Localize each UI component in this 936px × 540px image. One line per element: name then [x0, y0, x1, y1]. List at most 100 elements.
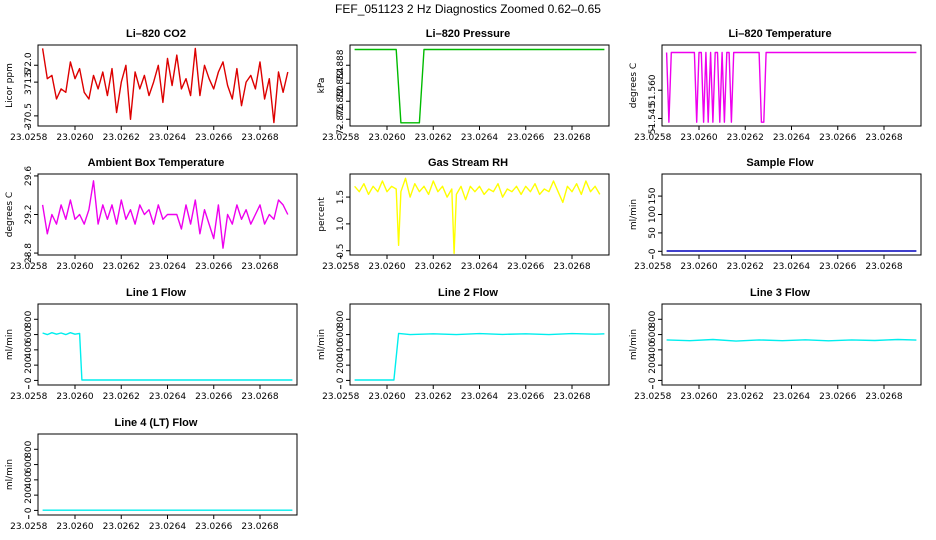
x-tick-label: 23.0258 — [10, 133, 47, 143]
plot-frame — [349, 44, 610, 127]
chart-title: Line 4 (LT) Flow — [114, 417, 198, 429]
x-tick-label: 23.0258 — [322, 262, 359, 272]
x-tick-label: 23.0262 — [415, 262, 452, 272]
x-tick-label: 23.0266 — [195, 392, 232, 402]
x-tick-label: 23.0260 — [368, 392, 405, 402]
x-tick-label: 23.0264 — [461, 392, 498, 402]
y-tick-label: 200 — [24, 356, 34, 373]
x-tick-label: 23.0258 — [634, 392, 671, 402]
line1-plot: 23.0258 23.0260 23.0262 23.0264 23.0266 23.02… — [5, 303, 298, 402]
y-tick-label: 800 — [648, 310, 658, 327]
line3-plot: 23.0258 23.0260 23.0262 23.0264 23.0266 23.02… — [629, 303, 922, 402]
x-tick-label: 23.0264 — [149, 262, 186, 272]
panel-co2-chart: Li–820 CO2 23.0258 23.0260 23.0262 23.0264 2… — [0, 28, 312, 163]
x-tick-label: 23.0262 — [103, 392, 140, 402]
x-tick-label: 23.0258 — [322, 133, 359, 143]
y-tick-label: 370.5 — [24, 103, 34, 129]
y-tick-label: 600 — [24, 456, 34, 473]
y-tick-label: 800 — [336, 310, 346, 327]
chart-title: Gas Stream RH — [427, 157, 509, 169]
x-tick-label: 23.0264 — [149, 392, 186, 402]
pressure-plot: 23.0258 23.0260 23.0262 23.0264 23.0266 23.02… — [317, 44, 610, 143]
y-tick-label: 600 — [648, 326, 658, 343]
y-tick-label: 400 — [24, 471, 34, 488]
x-tick-label: 23.0262 — [103, 522, 140, 532]
x-tick-label: 23.0258 — [322, 392, 359, 402]
ambient-plot: 23.0258 23.0260 23.0262 23.0264 23.0266 23.02… — [5, 166, 298, 272]
temperature-plot: 23.0258 23.0260 23.0262 23.0264 23.0266 23.02… — [629, 44, 922, 143]
y-tick-label: 0 — [336, 377, 346, 383]
y-tick-label: 0 — [24, 377, 34, 383]
y-tick-label: 72.884 — [336, 67, 346, 99]
x-tick-label: 23.0266 — [819, 262, 856, 272]
plot-frame — [37, 44, 298, 127]
x-tick-label: 23.0262 — [103, 262, 140, 272]
sample-flow-plot: 23.0258 23.0260 23.0262 23.0264 23.0266 23.02… — [629, 173, 922, 272]
x-tick-label: 23.0264 — [461, 262, 498, 272]
line4-plot: 23.0258 23.0260 23.0262 23.0264 23.0266 23.02… — [5, 433, 298, 532]
panel-rh-chart: Gas Stream RH 23.0258 23.0260 23.0262 23.02… — [312, 157, 624, 292]
x-tick-label: 23.0260 — [56, 522, 93, 532]
y-tick-label: 400 — [336, 341, 346, 358]
y-tick-label: 100 — [648, 206, 658, 223]
y-tick-label: 28.8 — [24, 243, 34, 263]
series-line-line2 — [354, 332, 605, 381]
panel-ambient-chart: Ambient Box Temperature 23.0258 23.0260 23… — [0, 157, 312, 292]
y-tick-label: 372.0 — [24, 52, 34, 78]
plot-frame — [349, 303, 610, 386]
y-tick-label: 200 — [24, 486, 34, 503]
y-tick-label: 72.888 — [336, 49, 346, 81]
x-tick-label: 23.0268 — [553, 392, 590, 402]
x-tick-label: 23.0266 — [195, 133, 232, 143]
y-axis-label: degrees C — [629, 63, 639, 108]
chart-title: Line 3 Flow — [750, 287, 810, 299]
y-axis-label: percent — [317, 197, 327, 232]
x-tick-label: 23.0258 — [634, 262, 671, 272]
chart-title: Line 1 Flow — [126, 287, 186, 299]
x-tick-label: 23.0258 — [634, 133, 671, 143]
x-tick-label: 23.0262 — [727, 392, 764, 402]
x-tick-label: 23.0260 — [56, 133, 93, 143]
y-axis-label: ml/min — [5, 459, 15, 490]
y-tick-label: 0 — [24, 507, 34, 513]
y-tick-label: 72.880 — [336, 85, 346, 117]
plot-frame — [37, 303, 298, 386]
x-tick-label: 23.0262 — [727, 262, 764, 272]
x-tick-label: 23.0262 — [415, 133, 452, 143]
x-tick-label: 23.0266 — [507, 262, 544, 272]
y-axis-label: ml/min — [629, 329, 639, 360]
figure-title: FEF_051123 2 Hz Diagnostics Zoomed 0.62–… — [335, 2, 601, 16]
x-tick-label: 23.0260 — [368, 133, 405, 143]
panel-line2-chart: Line 2 Flow 23.0258 23.0260 23.0262 23.0264… — [312, 287, 624, 422]
plot-frame — [661, 303, 922, 386]
series-line-ambient — [41, 180, 289, 249]
x-tick-label: 23.0268 — [865, 133, 902, 143]
chart-title: Li–820 Temperature — [728, 28, 832, 40]
y-tick-label: 51.545 — [648, 103, 658, 135]
plot-frame — [37, 433, 298, 516]
x-tick-label: 23.0264 — [149, 522, 186, 532]
y-tick-label: 72.876 — [336, 103, 346, 135]
x-tick-label: 23.0264 — [773, 133, 810, 143]
x-tick-label: 23.0268 — [553, 262, 590, 272]
chart-title: Li–820 CO2 — [126, 28, 186, 40]
panel-line4-chart: Line 4 (LT) Flow 23.0258 23.0260 23.0262 23… — [0, 417, 312, 540]
x-tick-label: 23.0260 — [680, 262, 717, 272]
co2-plot: 23.0258 23.0260 23.0262 23.0264 23.0266 23.02… — [5, 44, 298, 143]
y-tick-label: 400 — [648, 341, 658, 358]
y-tick-label: 150 — [648, 187, 658, 204]
y-axis-label: degrees C — [5, 192, 15, 237]
x-tick-label: 23.0268 — [241, 392, 278, 402]
panel-temperature-chart: Li–820 Temperature 23.0258 23.0260 23.0262… — [624, 28, 936, 163]
panel-sample-flow-chart: Sample Flow 23.0258 23.0260 23.0262 23.0264… — [624, 157, 936, 292]
panel-line3-chart: Line 3 Flow 23.0258 23.0260 23.0262 23.0264… — [624, 287, 936, 422]
panel-pressure-chart: Li–820 Pressure 23.0258 23.0260 23.0262 23.… — [312, 28, 624, 163]
series-line-pressure — [354, 48, 605, 124]
y-axis-label: ml/min — [5, 329, 15, 360]
panel-line1-chart: Line 1 Flow 23.0258 23.0260 23.0262 23.0264… — [0, 287, 312, 422]
y-tick-label: 200 — [648, 356, 658, 373]
y-tick-label: 29.2 — [24, 204, 34, 224]
chart-title: Line 2 Flow — [438, 287, 498, 299]
chart-title: Ambient Box Temperature — [87, 157, 225, 169]
series-line-temperature — [665, 51, 917, 123]
